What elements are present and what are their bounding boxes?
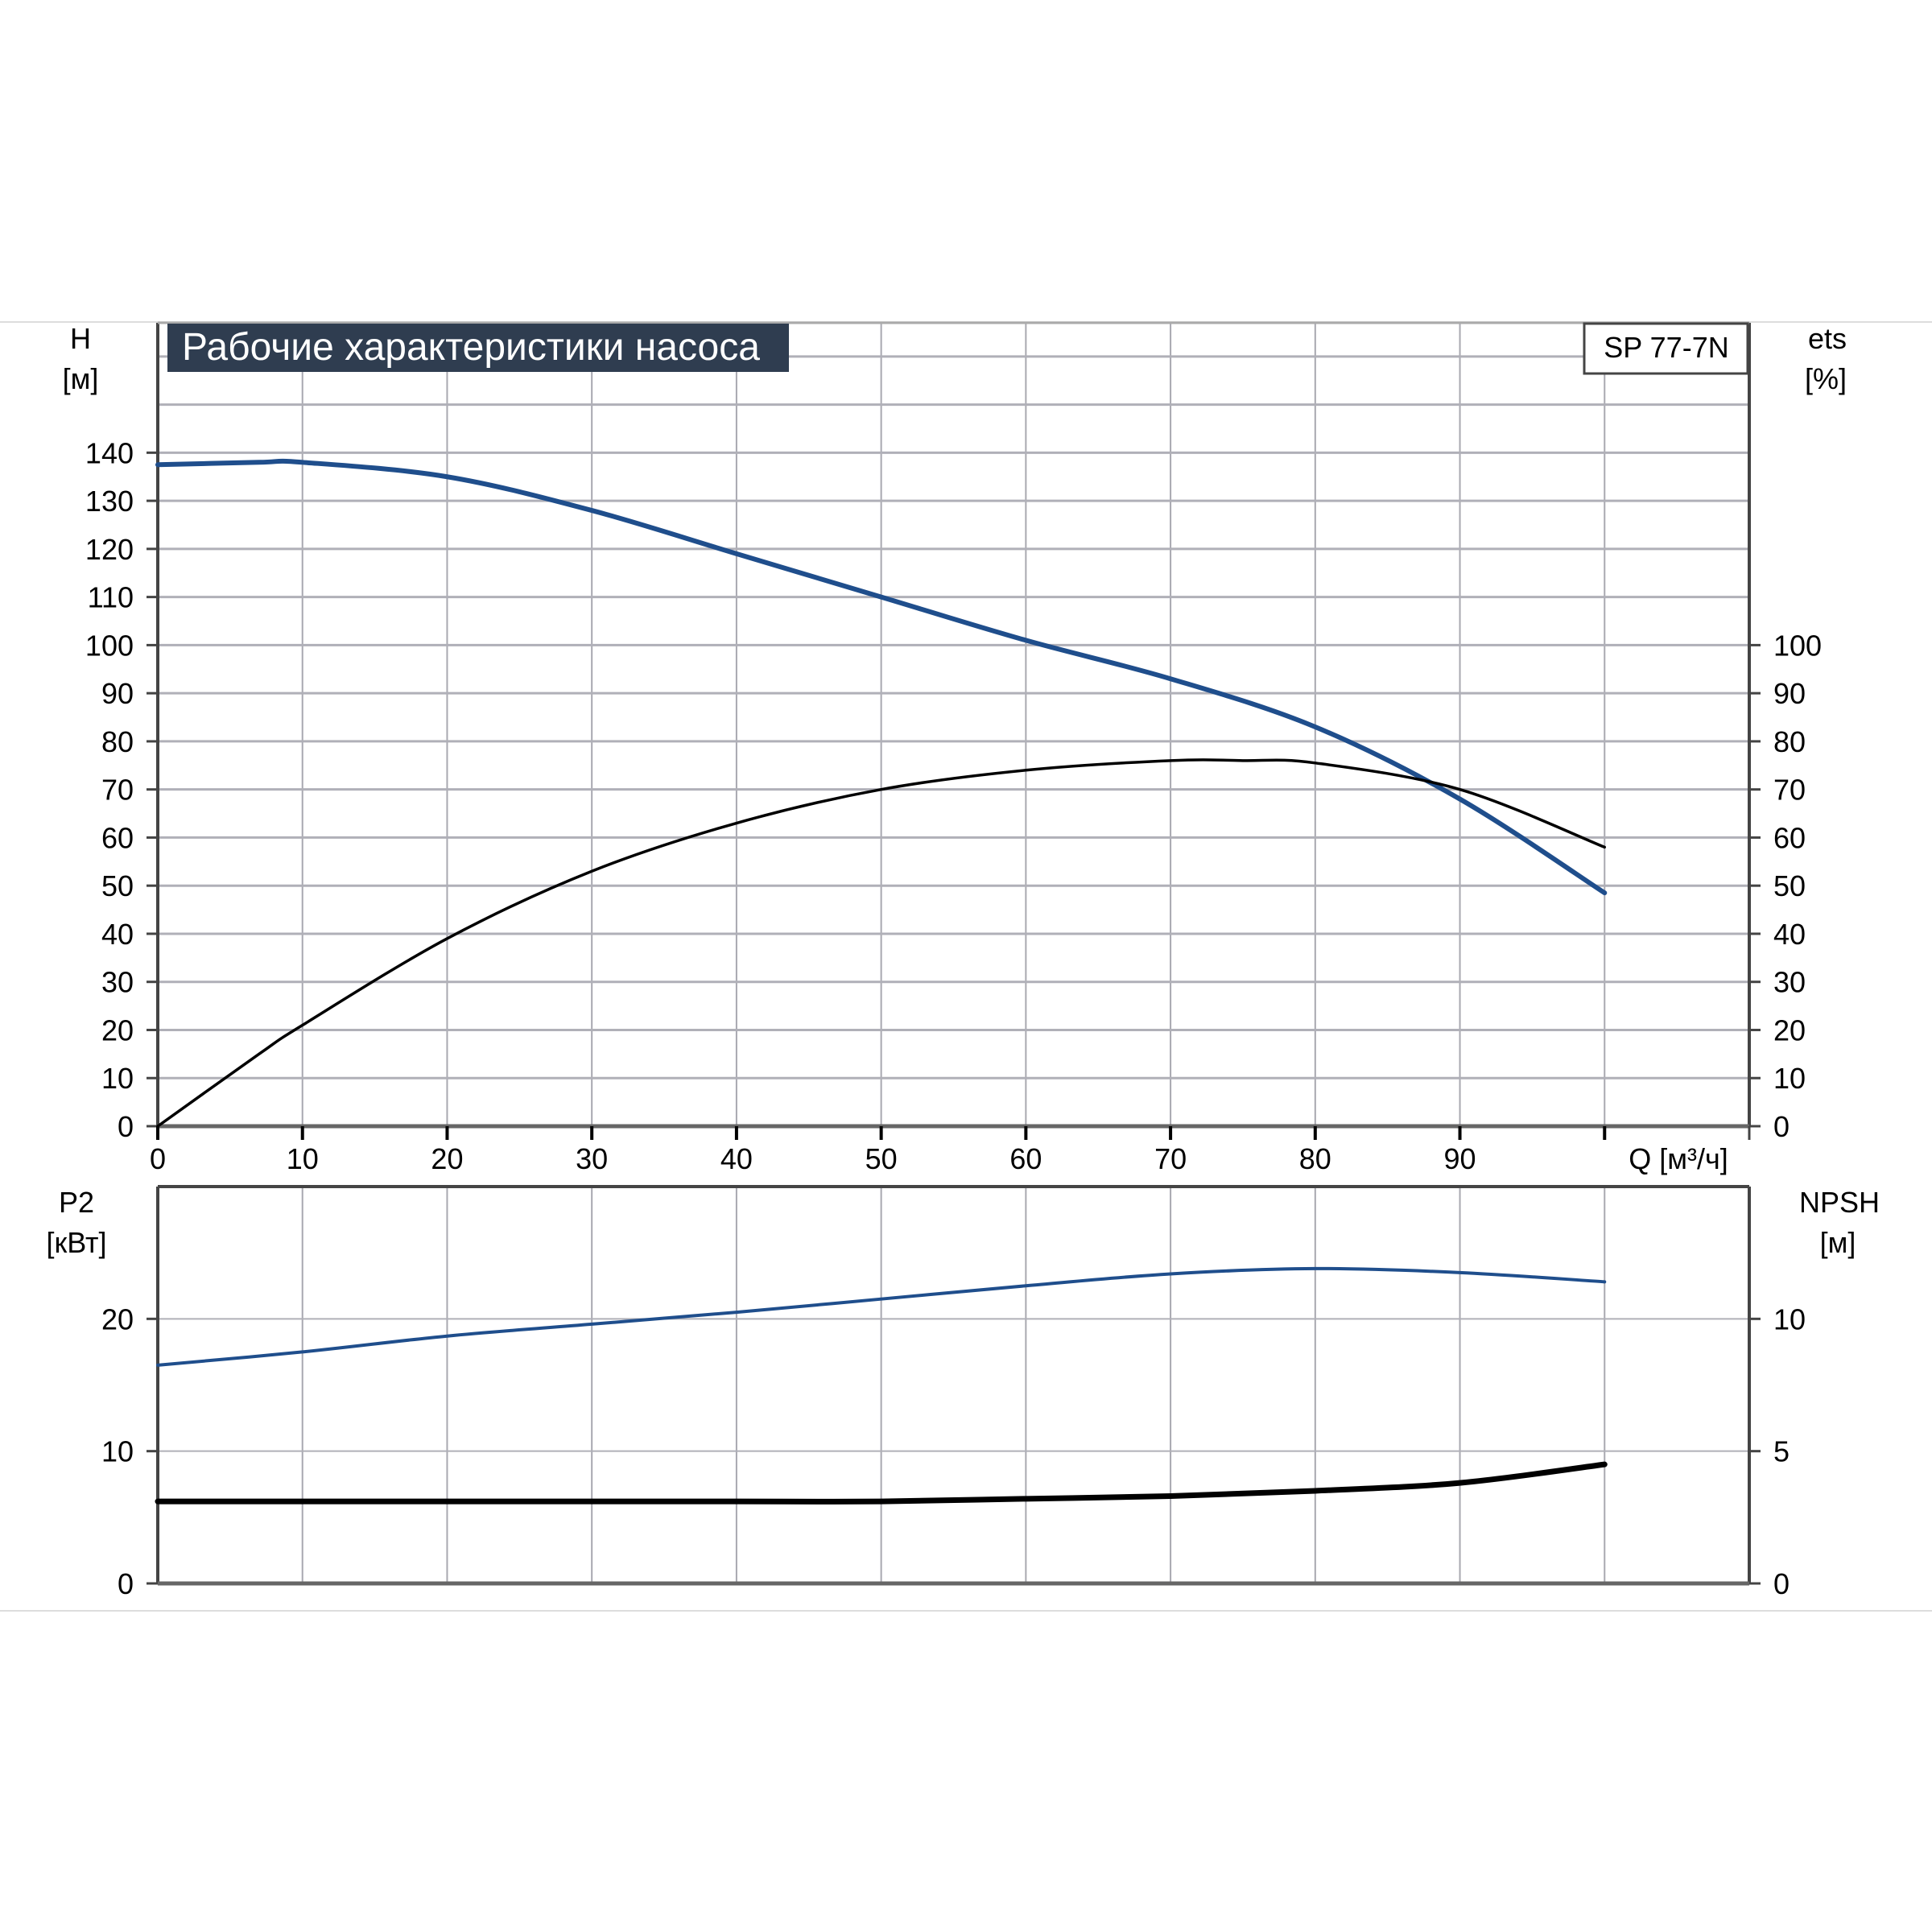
y-tick-label-left: 130 <box>85 485 134 518</box>
y-tick-label-left: 60 <box>101 821 134 854</box>
y-tick-label-left: 120 <box>85 533 134 566</box>
y-tick-label-right: 5 <box>1773 1435 1790 1468</box>
y-tick-label-left: 30 <box>101 966 134 999</box>
y-tick-label-right: 20 <box>1773 1013 1806 1046</box>
x-tick-label: 20 <box>431 1142 463 1175</box>
x-tick-label: 90 <box>1444 1142 1476 1175</box>
y-axis-label-left: P2 <box>59 1186 94 1219</box>
series-line-1-1 <box>155 1461 1608 1505</box>
x-tick-label: 0 <box>150 1142 166 1175</box>
y-axis-unit-right: [%] <box>1805 362 1847 395</box>
y-tick-label-right: 50 <box>1773 869 1806 902</box>
x-tick-label: 70 <box>1154 1142 1187 1175</box>
y-axis-unit-left: [кВт] <box>46 1226 106 1259</box>
x-tick-label: 40 <box>720 1142 753 1175</box>
y-tick-label-right: 10 <box>1773 1302 1806 1335</box>
y-tick-label-right: 100 <box>1773 629 1822 662</box>
series-line-0-0 <box>155 458 1608 896</box>
y-tick-label-left: 20 <box>101 1302 134 1335</box>
y-tick-label-left: 10 <box>101 1435 134 1468</box>
y-tick-label-left: 110 <box>88 581 134 614</box>
y-axis-unit-left: [м] <box>63 362 99 395</box>
chart-title: Рабочие характеристики насоса <box>182 326 760 369</box>
y-tick-label-left: 0 <box>118 1110 134 1143</box>
y-tick-label-left: 40 <box>101 918 134 951</box>
y-tick-label-right: 10 <box>1773 1062 1806 1095</box>
y-axis-unit-right: [м] <box>1820 1226 1856 1259</box>
y-tick-label-right: 70 <box>1773 774 1806 807</box>
y-tick-label-left: 100 <box>85 629 134 662</box>
series-line-1-0 <box>156 1266 1607 1367</box>
y-tick-label-left: 10 <box>101 1062 134 1095</box>
y-tick-label-left: 0 <box>118 1567 134 1600</box>
model-label: SP 77-7N <box>1604 331 1728 364</box>
y-tick-label-left: 80 <box>101 725 134 758</box>
y-tick-label-right: 90 <box>1773 677 1806 710</box>
y-tick-label-right: 0 <box>1773 1110 1790 1143</box>
y-tick-label-right: 0 <box>1773 1567 1790 1600</box>
y-tick-label-left: 20 <box>101 1013 134 1046</box>
x-tick-label: 10 <box>287 1142 319 1175</box>
series-line-0-1 <box>156 758 1607 1128</box>
x-tick-label: 30 <box>576 1142 608 1175</box>
chart-title-box <box>167 324 789 372</box>
x-tick-label: 50 <box>865 1142 898 1175</box>
y-tick-label-left: 90 <box>101 677 134 710</box>
model-label-box <box>1583 322 1749 375</box>
y-tick-label-left: 50 <box>101 869 134 902</box>
x-axis-label: Q [м³/ч] <box>1629 1142 1728 1175</box>
y-tick-label-left: 140 <box>85 436 134 469</box>
y-axis-label-right: NPSH <box>1799 1186 1880 1219</box>
y-axis-label-right: ets <box>1808 322 1847 355</box>
y-tick-label-right: 40 <box>1773 918 1806 951</box>
x-tick-label: 60 <box>1009 1142 1042 1175</box>
y-tick-label-right: 30 <box>1773 966 1806 999</box>
x-tick-label: 80 <box>1299 1142 1331 1175</box>
y-axis-label-left: H <box>70 322 91 355</box>
y-tick-label-right: 60 <box>1773 821 1806 854</box>
y-tick-label-left: 70 <box>101 774 134 807</box>
y-tick-label-right: 80 <box>1773 725 1806 758</box>
